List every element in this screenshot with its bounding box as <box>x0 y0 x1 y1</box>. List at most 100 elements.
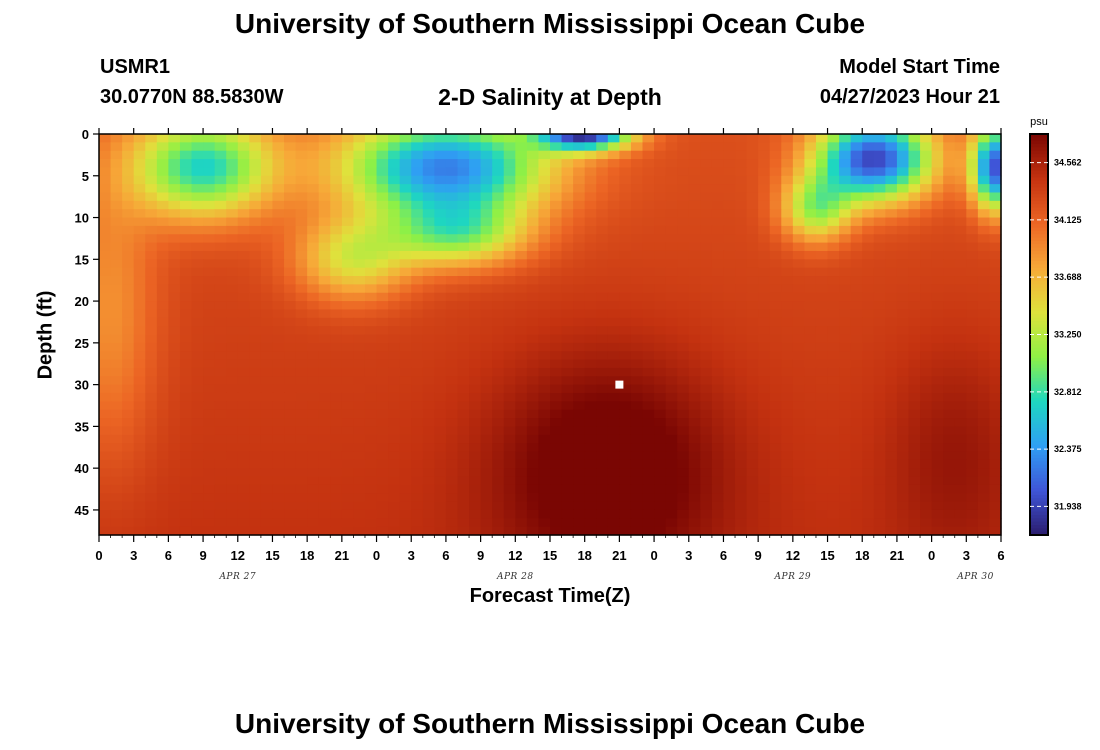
heatmap-cell <box>388 367 401 377</box>
heatmap-cell <box>445 192 459 202</box>
heatmap-cell <box>711 284 725 294</box>
heatmap-cell <box>434 301 447 311</box>
heatmap-cell <box>237 292 250 302</box>
heatmap-cell <box>573 134 586 143</box>
heatmap-cell <box>203 284 216 294</box>
heatmap-cell <box>203 259 216 269</box>
heatmap-cell <box>191 209 204 219</box>
heatmap-cell <box>943 175 956 185</box>
heatmap-cell <box>307 526 320 536</box>
heatmap-cell <box>642 209 655 219</box>
heatmap-cell <box>896 484 910 494</box>
heatmap-cell <box>862 434 875 444</box>
heatmap-cell <box>931 367 944 377</box>
heatmap-cell <box>191 409 204 419</box>
heatmap-cell <box>214 384 227 394</box>
heatmap-cell <box>480 468 493 478</box>
heatmap-cell <box>341 376 355 386</box>
heatmap-cell <box>364 167 378 177</box>
heatmap-cell <box>954 250 967 260</box>
heatmap-cell <box>827 526 840 536</box>
heatmap-cell <box>908 351 921 361</box>
heatmap-cell <box>584 418 597 427</box>
heatmap-cell <box>341 367 355 377</box>
heatmap-cell <box>885 317 898 327</box>
heatmap-cell <box>584 409 597 419</box>
heatmap-cell <box>815 225 829 235</box>
heatmap-cell <box>203 276 216 285</box>
heatmap-cell <box>792 451 806 461</box>
heatmap-cell <box>607 301 620 311</box>
heatmap-cell <box>943 418 956 427</box>
heatmap-cell <box>469 292 482 302</box>
heatmap-cell <box>711 476 725 486</box>
heatmap-cell <box>989 242 1002 252</box>
heatmap-cell <box>711 518 725 528</box>
heatmap-cell <box>746 434 759 444</box>
heatmap-cell <box>341 167 355 177</box>
heatmap-cell <box>295 317 308 327</box>
heatmap-cell <box>804 367 817 377</box>
heatmap-cell <box>769 167 782 177</box>
heatmap-cell <box>966 359 979 369</box>
heatmap-cell <box>434 326 447 336</box>
heatmap-cell <box>550 142 563 152</box>
heatmap-cell <box>168 234 181 244</box>
heatmap-cell <box>885 209 898 219</box>
heatmap-cell <box>122 267 135 277</box>
heatmap-cell <box>711 367 725 377</box>
heatmap-cell <box>735 451 748 461</box>
heatmap-cell <box>827 134 840 143</box>
heatmap-cell <box>792 309 806 319</box>
heatmap-cell <box>596 401 609 411</box>
heatmap-cell <box>711 150 725 160</box>
heatmap-cell <box>353 501 366 511</box>
heatmap-cell <box>191 334 204 344</box>
heatmap-cell <box>850 509 863 519</box>
heatmap-cell <box>226 326 239 336</box>
heatmap-cell <box>700 334 713 344</box>
heatmap-cell <box>260 526 274 536</box>
day-label: APR 28 <box>496 572 534 582</box>
heatmap-cell <box>353 292 366 302</box>
heatmap-cell <box>445 317 459 327</box>
heatmap-cell <box>191 134 204 143</box>
heatmap-cell <box>492 518 505 528</box>
heatmap-cell <box>688 326 701 336</box>
heatmap-cell <box>619 443 632 453</box>
heatmap-cell <box>688 292 701 302</box>
heatmap-cell <box>503 284 516 294</box>
heatmap-cell <box>272 376 285 386</box>
heatmap-cell <box>515 326 528 336</box>
heatmap-cell <box>318 359 331 369</box>
heatmap-cell <box>272 200 285 210</box>
heatmap-cell <box>411 142 424 152</box>
heatmap-cell <box>711 451 725 461</box>
heatmap-cell <box>388 443 401 453</box>
heatmap-cell <box>885 359 898 369</box>
heatmap-cell <box>630 134 644 143</box>
heatmap-cell <box>688 134 701 143</box>
heatmap-cell <box>908 142 921 152</box>
heatmap-cell <box>179 167 193 177</box>
heatmap-cell <box>388 409 401 419</box>
x-tick-label: 15 <box>543 548 557 563</box>
heatmap-cell <box>364 451 378 461</box>
heatmap-cell <box>735 142 748 152</box>
heatmap-cell <box>723 451 736 461</box>
heatmap-cell <box>873 225 886 235</box>
heatmap-cell <box>237 301 250 311</box>
heatmap-cell <box>295 142 308 152</box>
heatmap-cell <box>885 367 898 377</box>
heatmap-cell <box>584 225 597 235</box>
heatmap-cell <box>607 484 620 494</box>
heatmap-cell <box>330 317 343 327</box>
heatmap-cell <box>735 484 748 494</box>
heatmap-cell <box>503 484 516 494</box>
heatmap-cell <box>677 284 690 294</box>
colorbar-segment <box>1030 448 1048 453</box>
heatmap-cell <box>735 200 748 210</box>
heatmap-cell <box>341 184 355 194</box>
heatmap-cell <box>977 134 991 143</box>
colorbar-segment <box>1030 471 1048 476</box>
